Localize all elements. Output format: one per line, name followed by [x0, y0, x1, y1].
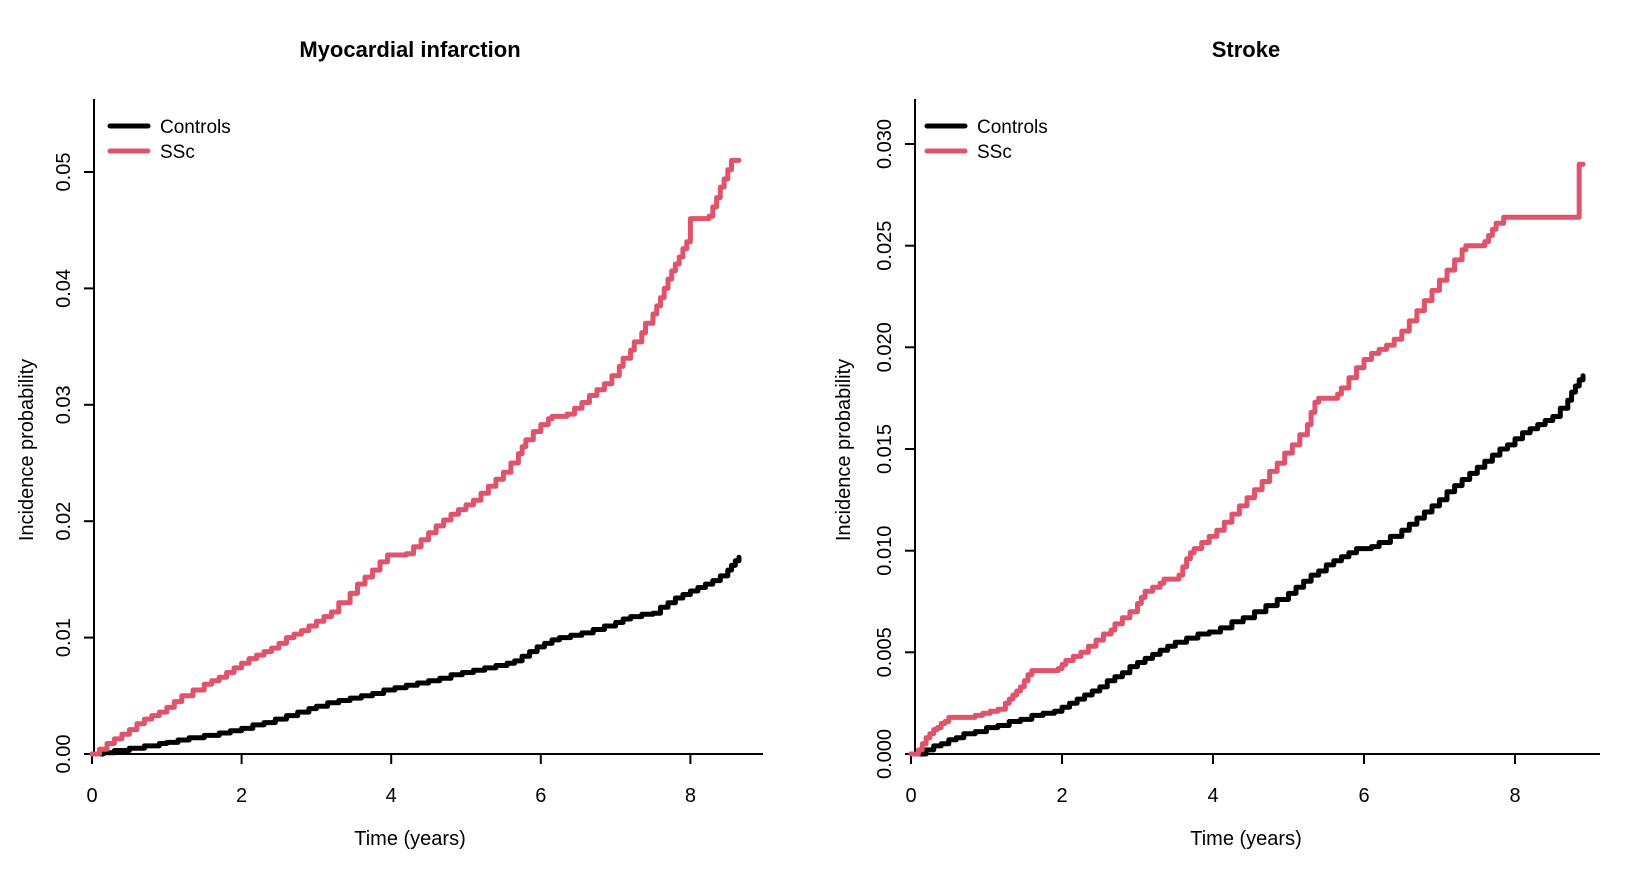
y-tick-label: 0.01 [53, 618, 75, 657]
y-axis-label: Incidence probability [16, 359, 38, 541]
y-tick-label: 0.00 [53, 735, 75, 774]
series-line-ssc [89, 157, 742, 757]
y-tick-label: 0.04 [53, 269, 75, 308]
y-tick-label: 0.015 [874, 424, 896, 474]
y-tick-label: 0.05 [53, 153, 75, 192]
x-axis-label: Time (years) [1190, 828, 1301, 850]
x-axis-label: Time (years) [354, 828, 465, 850]
series-line-controls [89, 554, 742, 757]
y-tick-label: 0.03 [53, 385, 75, 424]
chart-title: Stroke [1212, 37, 1280, 62]
y-tick-label: 0.000 [874, 729, 896, 779]
legend-label: Controls [977, 117, 1048, 138]
series-line-ssc [908, 161, 1586, 757]
x-tick-label: 0 [905, 785, 916, 807]
series-line-controls [908, 373, 1586, 757]
legend-label: SSc [160, 142, 195, 163]
legend-label: Controls [160, 117, 231, 138]
y-tick-label: 0.020 [874, 322, 896, 372]
x-tick-label: 6 [1358, 785, 1369, 807]
x-tick-label: 2 [1056, 785, 1067, 807]
legend-label: SSc [977, 142, 1012, 163]
chart-panel-myocardial-infarction: Myocardial infarction Time (years) Inciden… [16, 37, 763, 850]
chart-canvas-myocardial-infarction: Myocardial infarction Time (years) Inciden… [16, 37, 763, 850]
x-tick-label: 8 [1509, 785, 1520, 807]
chart-panel-stroke: Stroke Time (years) Incidence probability 0… [817, 0, 1634, 888]
y-axis-label: Incidence probability [833, 359, 855, 541]
x-tick-label: 8 [685, 785, 696, 807]
x-tick-label: 6 [535, 785, 546, 807]
y-tick-label: 0.010 [874, 526, 896, 576]
y-tick-label: 0.025 [874, 221, 896, 271]
x-tick-label: 4 [1207, 785, 1218, 807]
x-tick-label: 0 [86, 785, 97, 807]
y-tick-label: 0.005 [874, 627, 896, 677]
chart-canvas-stroke: Stroke Time (years) Incidence probability 0… [833, 37, 1600, 850]
y-tick-label: 0.02 [53, 502, 75, 541]
x-tick-label: 2 [236, 785, 247, 807]
x-tick-label: 4 [386, 785, 397, 807]
chart-title: Myocardial infarction [299, 37, 520, 62]
y-tick-label: 0.030 [874, 119, 896, 169]
